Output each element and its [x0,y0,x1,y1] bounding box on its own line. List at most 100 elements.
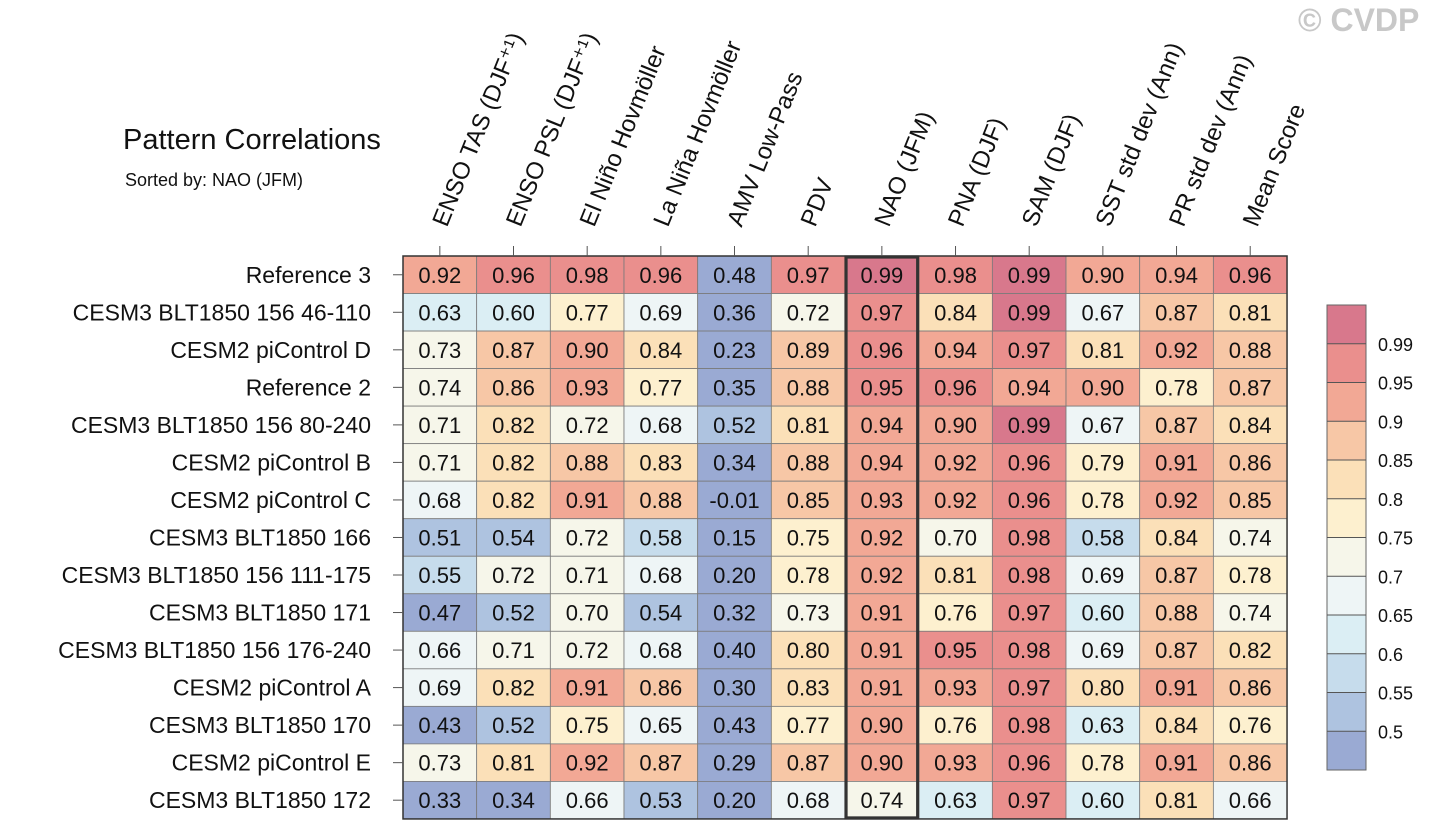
cell-value-label: 0.89 [787,338,830,363]
cell-value-label: 0.98 [1008,563,1051,588]
cell-value-label: 0.88 [566,450,609,475]
cell-value-label: 0.97 [1008,676,1051,701]
heatmap-cell [1212,555,1288,595]
cell-value-label: 0.81 [1155,788,1198,813]
heatmap-cell [402,255,478,294]
cell-value-label: 0.93 [934,676,977,701]
heatmap-cell [991,443,1067,482]
heatmap-cell [770,555,846,595]
cell-value-label: 0.83 [639,450,682,475]
heatmap-cell [770,630,846,670]
cell-value-label: 0.81 [934,563,977,588]
cell-value-label: 0.96 [1008,488,1051,513]
cell-value-label: 0.82 [492,676,535,701]
cell-value-label: 0.87 [1155,638,1198,663]
heatmap-cell [623,705,699,745]
heatmap-cell [1065,293,1141,332]
heatmap-cell [844,330,920,369]
heatmap-cell [1065,255,1141,294]
column-label: NAO (JFM) [869,108,939,231]
heatmap-cell [697,480,772,520]
cell-value-label: 0.99 [1008,263,1051,288]
heatmap-cell [697,293,772,332]
cell-value-label: 0.68 [418,488,461,513]
heatmap-cell [1139,630,1214,670]
cell-value-label: 0.92 [860,563,903,588]
cell-value-label: -0.01 [709,488,759,513]
cell-value-label: 0.53 [639,788,682,813]
cell-value-label: 0.77 [566,300,609,325]
heatmap-cell [1139,405,1214,445]
heatmap-cell [1212,368,1288,407]
heatmap-cell [991,368,1067,407]
cell-value-label: 0.40 [713,638,756,663]
column-label: AMV Low-Pass [722,68,808,230]
cell-value-label: 0.81 [492,751,535,776]
heatmap-cell [1212,705,1288,745]
heatmap-cell [918,443,993,482]
heatmap-cell [623,330,699,369]
colorbar-segment [1327,653,1366,693]
row-label: CESM2 piControl A [173,675,372,701]
cell-value-label: 0.43 [713,713,756,738]
cell-value-label: 0.72 [566,638,609,663]
cell-value-label: 0.67 [1081,413,1124,438]
cell-value-label: 0.51 [418,525,461,550]
colorbar-label: 0.65 [1378,606,1413,626]
heatmap-cell [697,330,772,369]
column-label: PDV [796,174,840,230]
cell-value-label: 0.32 [713,601,756,626]
cell-value-label: 0.63 [418,300,461,325]
cell-value-label: 0.78 [1081,751,1124,776]
cell-value-label: 0.68 [639,638,682,663]
row-label: CESM2 piControl B [172,449,371,475]
cell-value-label: 0.80 [787,638,830,663]
heatmap-cell [1065,443,1141,482]
highlighted-column-frame [844,255,920,820]
cell-value-label: 0.60 [1081,788,1124,813]
cell-value-label: 0.97 [1008,338,1051,363]
heatmap-cell [770,443,846,482]
heatmap-cell [844,781,920,820]
cell-value-label: 0.72 [787,300,830,325]
heatmap-cell [623,781,699,820]
cell-value-label: 0.98 [934,263,977,288]
heatmap-cell [918,705,993,745]
cell-value-label: 0.78 [1155,375,1198,400]
cell-value-label: 0.91 [566,488,609,513]
cell-value-label: 0.15 [713,525,756,550]
cell-value-label: 0.69 [639,300,682,325]
heatmap-cell [697,705,772,745]
heatmap-cell [770,668,846,707]
heatmap-cell [476,668,551,707]
cell-value-label: 0.81 [787,413,830,438]
watermark-logo: © CVDP [1298,2,1420,38]
cell-value-label: 0.85 [1229,488,1272,513]
heatmap-cell [770,405,846,445]
cell-value-label: 0.90 [566,338,609,363]
cell-value-label: 0.36 [713,300,756,325]
cell-value-label: 0.81 [1081,338,1124,363]
colorbar-segment [1327,692,1366,732]
cell-value-label: 0.84 [1229,413,1272,438]
heatmap-cell [1065,781,1141,820]
cell-value-label: 0.88 [787,450,830,475]
cell-value-label: 0.77 [787,713,830,738]
cell-value-label: 0.86 [1229,450,1272,475]
heatmap-cell [1139,705,1214,745]
heatmap-cell [991,480,1067,520]
cell-value-label: 0.58 [639,525,682,550]
cell-value-label: 0.87 [639,751,682,776]
heatmap-cell [1139,743,1214,782]
heatmap-cell [402,705,478,745]
cell-value-label: 0.72 [566,525,609,550]
cell-value-label: 0.87 [1155,563,1198,588]
heatmap-cell [476,480,551,520]
cell-value-label: 0.75 [566,713,609,738]
cell-value-label: 0.87 [787,751,830,776]
heatmap-cell [623,480,699,520]
cell-value-label: 0.86 [1229,751,1272,776]
heatmap-cell [844,480,920,520]
cell-value-label: 0.98 [1008,525,1051,550]
cell-value-label: 0.98 [1008,638,1051,663]
